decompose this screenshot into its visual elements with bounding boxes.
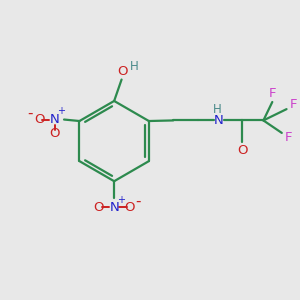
Text: O: O [117,65,128,78]
Text: +: + [117,195,125,205]
Text: O: O [49,127,60,140]
Text: F: F [269,87,277,100]
Text: H: H [130,60,138,73]
Text: O: O [124,201,135,214]
Text: -: - [27,106,33,121]
Text: H: H [213,103,222,116]
Text: O: O [34,113,44,126]
Text: F: F [285,131,292,144]
Text: N: N [109,201,119,214]
Text: F: F [290,98,298,111]
Text: +: + [57,106,65,116]
Text: O: O [237,144,247,157]
Text: -: - [136,194,141,208]
Text: O: O [94,201,104,214]
Text: N: N [50,113,59,126]
Text: N: N [214,114,224,127]
